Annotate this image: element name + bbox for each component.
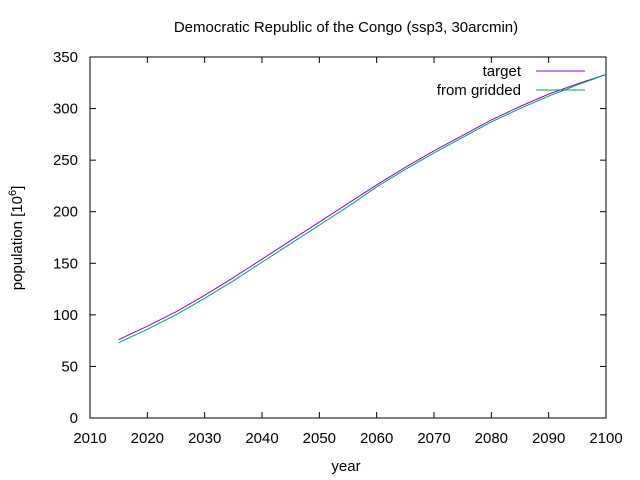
y-tick-label: 200 (53, 204, 78, 221)
y-axis-label-superscript: 6 (7, 190, 19, 196)
y-tick-label: 100 (53, 307, 78, 324)
series-line-from-gridded (118, 74, 607, 344)
x-tick-label: 2030 (188, 430, 221, 447)
y-tick-label: 350 (53, 49, 78, 66)
legend: target from gridded (437, 63, 585, 99)
x-tick-label: 2090 (532, 430, 565, 447)
x-tick-label: 2080 (475, 430, 508, 447)
legend-label-from-gridded: from gridded (437, 82, 521, 99)
chart-title: Democratic Republic of the Congo (ssp3, … (174, 19, 518, 36)
x-tick-label: 2020 (131, 430, 164, 447)
y-tick-label: 50 (61, 358, 78, 375)
y-axis-label-end: ] (9, 186, 26, 190)
x-tick-label: 2100 (589, 430, 622, 447)
y-tick-label: 300 (53, 101, 78, 118)
x-tick-label: 2040 (245, 430, 278, 447)
y-axis-label-main: population [10 (9, 196, 26, 290)
series-lines (118, 74, 607, 344)
x-tick-label: 2010 (73, 430, 106, 447)
plot-area-border (89, 56, 607, 419)
x-tick-label: 2050 (303, 430, 336, 447)
x-tick-label: 2070 (417, 430, 450, 447)
y-tick-label: 0 (70, 410, 78, 427)
legend-label-target: target (483, 63, 522, 80)
x-tick-label: 2060 (360, 430, 393, 447)
y-axis-ticks: 0 50 100 150 200 250 300 350 (53, 49, 606, 427)
x-axis-label: year (331, 458, 360, 475)
y-tick-label: 250 (53, 152, 78, 169)
y-axis-label: population [106] (7, 186, 26, 291)
x-axis-ticks: 2010 2020 2030 2040 2050 2060 2070 2080 2090 2100 (73, 57, 623, 447)
series-line-target (118, 74, 607, 341)
y-tick-label: 150 (53, 255, 78, 272)
